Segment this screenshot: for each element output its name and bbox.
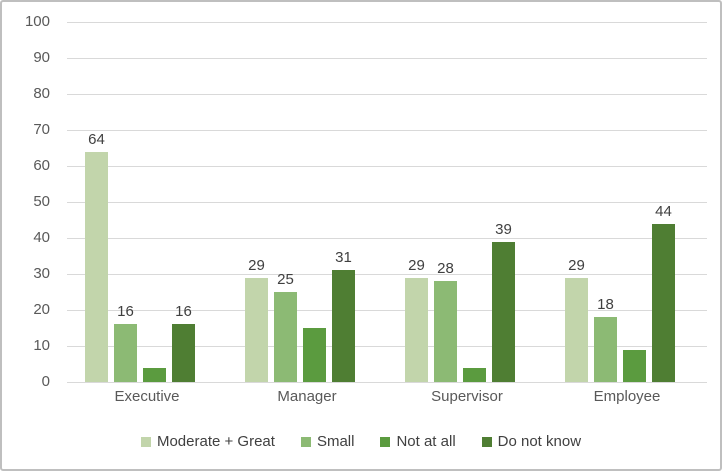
legend-item: Moderate + Great bbox=[140, 433, 275, 450]
bar bbox=[652, 223, 675, 382]
y-axis-tick-label: 0 bbox=[41, 373, 50, 390]
y-axis-tick-label: 40 bbox=[33, 229, 50, 246]
legend-label: Moderate + Great bbox=[156, 433, 275, 450]
bar bbox=[492, 241, 515, 382]
bar bbox=[463, 367, 486, 382]
bar bbox=[594, 317, 617, 382]
bar-group-manager: 29 25 31 bbox=[227, 22, 387, 382]
y-axis-tick-label: 90 bbox=[33, 49, 50, 66]
y-axis-tick-label: 20 bbox=[33, 301, 50, 318]
bar bbox=[274, 292, 297, 382]
bar-value-label: 64 bbox=[88, 130, 105, 148]
bar bbox=[332, 270, 355, 382]
bar-value-label: 39 bbox=[495, 220, 512, 238]
legend-swatch-icon bbox=[380, 436, 391, 447]
legend-label: Not at all bbox=[396, 433, 456, 450]
gridline bbox=[67, 309, 707, 311]
gridline bbox=[67, 345, 707, 347]
bar bbox=[405, 277, 428, 382]
bar-value-label: 28 bbox=[437, 260, 454, 278]
y-axis-tick-label: 80 bbox=[33, 85, 50, 102]
bar-group-supervisor: 29 28 39 bbox=[387, 22, 547, 382]
bar-value-label: 29 bbox=[248, 256, 265, 274]
gridline bbox=[67, 57, 707, 59]
gridline bbox=[67, 129, 707, 131]
bar-value-label: 16 bbox=[175, 303, 192, 321]
legend-swatch-icon bbox=[481, 436, 492, 447]
x-axis-category-label: Supervisor bbox=[431, 388, 503, 405]
y-axis-tick-label: 60 bbox=[33, 157, 50, 174]
bar-value-label: 18 bbox=[597, 296, 614, 314]
x-axis: Executive Manager Supervisor Employee bbox=[67, 388, 707, 410]
gridline bbox=[67, 165, 707, 167]
bar-group-employee: 29 18 44 bbox=[547, 22, 707, 382]
legend-item: Do not know bbox=[481, 433, 582, 450]
y-axis: 0 10 20 30 40 50 60 70 80 90 100 bbox=[2, 2, 58, 469]
bar-value-label: 31 bbox=[335, 249, 352, 267]
y-axis-tick-label: 30 bbox=[33, 265, 50, 282]
gridline bbox=[67, 21, 707, 23]
gridline bbox=[67, 237, 707, 239]
bar bbox=[172, 324, 195, 382]
gridline bbox=[67, 273, 707, 275]
x-axis-category-label: Employee bbox=[593, 388, 661, 405]
x-axis-category-label: Executive bbox=[114, 388, 180, 405]
x-axis-category-label: Manager bbox=[277, 388, 337, 405]
legend-item: Not at all bbox=[380, 433, 456, 450]
bar bbox=[303, 328, 326, 382]
bar-value-label: 16 bbox=[117, 303, 134, 321]
bar-value-label: 25 bbox=[277, 271, 294, 288]
bar-value-label: 29 bbox=[408, 256, 425, 274]
legend: Moderate + Great Small Not at all Do not kn… bbox=[2, 433, 720, 450]
bar bbox=[85, 151, 108, 382]
bar bbox=[623, 349, 646, 382]
bar bbox=[565, 277, 588, 382]
legend-swatch-icon bbox=[300, 436, 311, 447]
bar-value-label: 44 bbox=[655, 202, 672, 220]
gridline bbox=[67, 201, 707, 203]
x-axis-line bbox=[67, 381, 707, 383]
bar-group-executive: 64 16 16 bbox=[67, 22, 227, 382]
legend-item: Small bbox=[300, 433, 355, 450]
bar bbox=[245, 277, 268, 382]
y-axis-tick-label: 100 bbox=[24, 13, 50, 30]
bar bbox=[434, 281, 457, 382]
y-axis-tick-label: 70 bbox=[33, 121, 50, 138]
bar-value-label: 29 bbox=[568, 256, 585, 274]
plot-area: 64 16 16 29 25 31 29 28 39 29 18 44 bbox=[67, 21, 707, 383]
gridline bbox=[67, 93, 707, 95]
bar bbox=[143, 367, 166, 382]
y-axis-tick-label: 50 bbox=[33, 193, 50, 210]
legend-label: Do not know bbox=[497, 433, 582, 450]
legend-swatch-icon bbox=[140, 436, 151, 447]
y-axis-tick-label: 10 bbox=[33, 337, 50, 354]
bar bbox=[114, 324, 137, 382]
legend-label: Small bbox=[316, 433, 355, 450]
